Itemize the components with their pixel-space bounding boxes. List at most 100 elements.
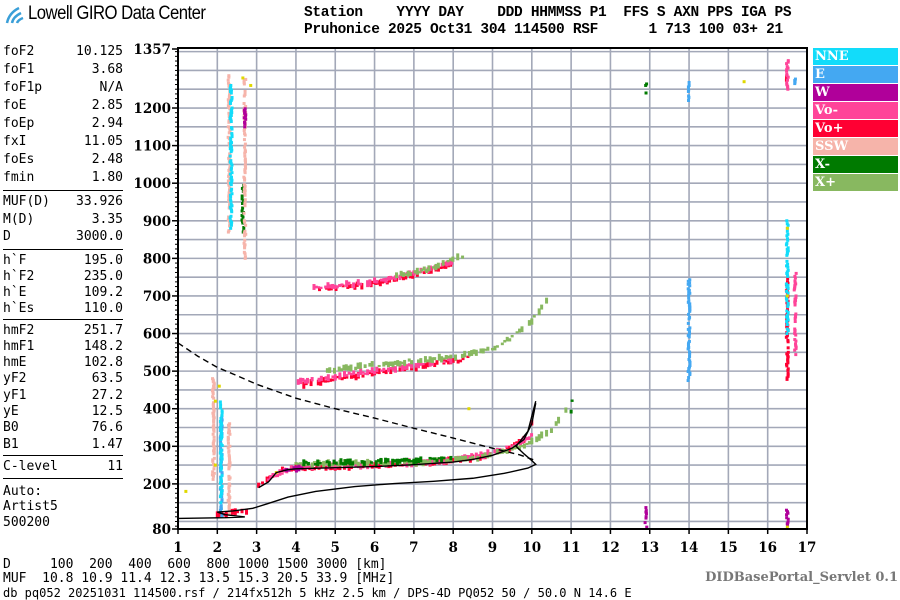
point-xplus [463, 455, 467, 462]
point-ssw [226, 135, 230, 139]
point-e [686, 347, 690, 351]
point-xplus [508, 338, 512, 342]
point-voplus [786, 368, 790, 372]
point-vominus [317, 286, 321, 289]
point-xplus [363, 364, 367, 368]
point-nne [230, 127, 234, 131]
point-nne [230, 192, 234, 196]
point-voplus [231, 508, 235, 515]
point-vominus [449, 358, 453, 364]
point-nne [229, 168, 233, 172]
point-ssw [227, 494, 231, 498]
point-voplus [319, 463, 323, 469]
point-ssw [243, 178, 247, 182]
point-voplus [786, 277, 790, 281]
point-xminus [410, 460, 414, 463]
point-voplus [309, 379, 313, 387]
param-value: 102.8 [83, 355, 123, 371]
point-ssw [243, 252, 247, 256]
point-nne [786, 238, 790, 242]
point-vominus [349, 372, 353, 376]
point-ssw [212, 449, 216, 453]
point-vominus [793, 342, 797, 346]
param-yf1: yF1 27.2 [3, 388, 123, 404]
point-vominus [465, 454, 469, 461]
point-xplus [331, 463, 335, 467]
point-ssw [212, 410, 216, 414]
point-nne [220, 466, 224, 470]
point-nne [786, 286, 790, 290]
point-voplus [373, 462, 377, 468]
point-vominus [470, 453, 474, 459]
point-vominus [359, 368, 363, 375]
point-e [688, 354, 692, 358]
point-voplus [360, 283, 364, 290]
point-ssw [228, 186, 232, 190]
point-e [688, 373, 692, 377]
point-xplus [446, 259, 450, 263]
point-nne [786, 329, 790, 333]
point-w [242, 108, 246, 112]
point-vominus [785, 62, 789, 66]
point-voplus [459, 359, 463, 363]
point-xplus [433, 457, 437, 464]
point-vominus [447, 358, 451, 362]
point-xplus [421, 459, 425, 467]
point-xplus [386, 361, 390, 368]
legend-item-xminus: X- [813, 156, 898, 173]
point-xminus [417, 457, 420, 464]
point-ssw [226, 437, 230, 441]
point-xminus [241, 206, 245, 210]
point-nne [785, 315, 789, 319]
point-ssw [211, 474, 215, 478]
point-xplus [398, 361, 402, 367]
point-nne [218, 419, 222, 423]
point-voplus [414, 365, 418, 372]
point-ssw [227, 449, 231, 453]
point-voplus [302, 381, 306, 389]
point-e [687, 303, 691, 307]
point-xplus [557, 416, 561, 424]
param-label: hmF2 [3, 322, 35, 338]
point-nne [220, 432, 224, 436]
point-voplus [316, 379, 320, 386]
point-ssw [243, 201, 247, 205]
point-voplus [318, 287, 322, 292]
point-xminus [440, 456, 444, 464]
point-nne [229, 142, 233, 146]
point-xminus [414, 457, 418, 464]
point-e [687, 368, 691, 372]
y-tick-label: 1200 [133, 101, 171, 117]
point-vominus [430, 361, 434, 366]
point-nne [229, 118, 233, 122]
point-nne [229, 166, 233, 170]
point-e [687, 296, 691, 300]
point-xminus [240, 201, 244, 205]
point-vominus [382, 367, 386, 372]
point-nne [786, 268, 790, 272]
point-ssw [210, 473, 214, 477]
point-xplus [425, 268, 429, 273]
param-hf2: h`F2 235.0 [3, 269, 123, 285]
point-ssw [227, 99, 231, 103]
point-ssw [212, 386, 216, 390]
point-nne [785, 320, 789, 324]
point-ssw [243, 168, 247, 172]
point-vominus [296, 379, 300, 385]
point-xplus [382, 461, 386, 467]
point-nne [786, 301, 790, 305]
point-xplus [451, 256, 455, 262]
point-xplus [407, 358, 411, 362]
point-voplus [785, 377, 789, 381]
point-nne [219, 492, 223, 496]
point-xminus [435, 458, 439, 463]
point-nne [229, 202, 233, 206]
point-w [242, 116, 246, 120]
point-vominus [398, 274, 402, 281]
point-ssw [226, 98, 230, 102]
point-nne [228, 181, 232, 185]
point-e [688, 365, 692, 369]
legend-item-vominus: Vo- [813, 102, 898, 119]
param-label: yF1 [3, 387, 27, 403]
y-tick-label: 300 [143, 439, 171, 455]
